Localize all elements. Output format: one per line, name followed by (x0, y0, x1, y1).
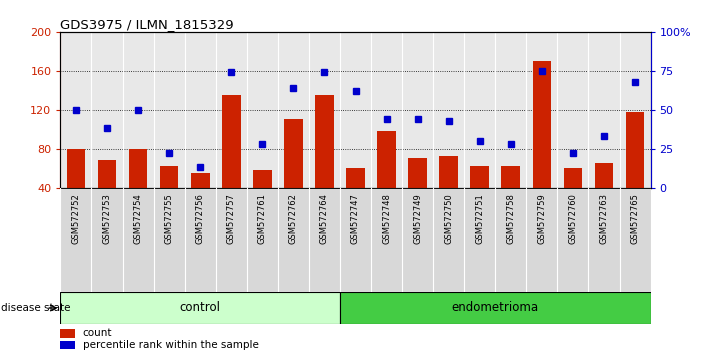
Text: GDS3975 / ILMN_1815329: GDS3975 / ILMN_1815329 (60, 18, 234, 31)
Text: disease state: disease state (1, 303, 70, 313)
Text: GSM572761: GSM572761 (258, 193, 267, 244)
Bar (408, 159, 427, 188)
Bar (439, 156, 458, 188)
Bar (60, 341, 75, 349)
Bar (533, 61, 551, 188)
Text: GSM572764: GSM572764 (320, 193, 329, 244)
Bar (626, 112, 644, 188)
Text: GSM572748: GSM572748 (382, 193, 391, 244)
Text: GSM572758: GSM572758 (506, 193, 515, 244)
Text: GSM572756: GSM572756 (196, 193, 205, 244)
Text: GSM572749: GSM572749 (413, 193, 422, 244)
Text: percentile rank within the sample: percentile rank within the sample (83, 340, 259, 350)
Text: GSM572760: GSM572760 (568, 193, 577, 244)
Bar (60, 292, 340, 324)
Text: GSM572765: GSM572765 (631, 193, 639, 244)
Bar (501, 166, 520, 188)
Text: GSM572752: GSM572752 (72, 193, 80, 244)
Text: GSM572757: GSM572757 (227, 193, 236, 244)
Text: GSM572747: GSM572747 (351, 193, 360, 244)
Bar (594, 163, 614, 188)
Bar (67, 149, 85, 188)
Bar (346, 168, 365, 188)
Text: GSM572754: GSM572754 (134, 193, 143, 244)
Bar (253, 170, 272, 188)
Bar (340, 292, 651, 324)
Text: GSM572753: GSM572753 (102, 193, 112, 244)
Text: control: control (180, 302, 220, 314)
Bar (191, 173, 210, 188)
Bar (284, 120, 303, 188)
Text: GSM572755: GSM572755 (165, 193, 173, 244)
Text: count: count (83, 329, 112, 338)
Bar (160, 166, 178, 188)
Text: GSM572762: GSM572762 (289, 193, 298, 244)
Bar (222, 95, 240, 188)
Bar (564, 168, 582, 188)
Text: GSM572751: GSM572751 (475, 193, 484, 244)
Text: GSM572759: GSM572759 (538, 193, 546, 244)
Bar (129, 149, 147, 188)
Bar (315, 95, 333, 188)
Bar (471, 166, 489, 188)
Text: GSM572763: GSM572763 (599, 193, 609, 244)
Text: endometrioma: endometrioma (451, 302, 539, 314)
Bar (60, 329, 75, 338)
Bar (378, 131, 396, 188)
Text: GSM572750: GSM572750 (444, 193, 453, 244)
Bar (97, 160, 117, 188)
